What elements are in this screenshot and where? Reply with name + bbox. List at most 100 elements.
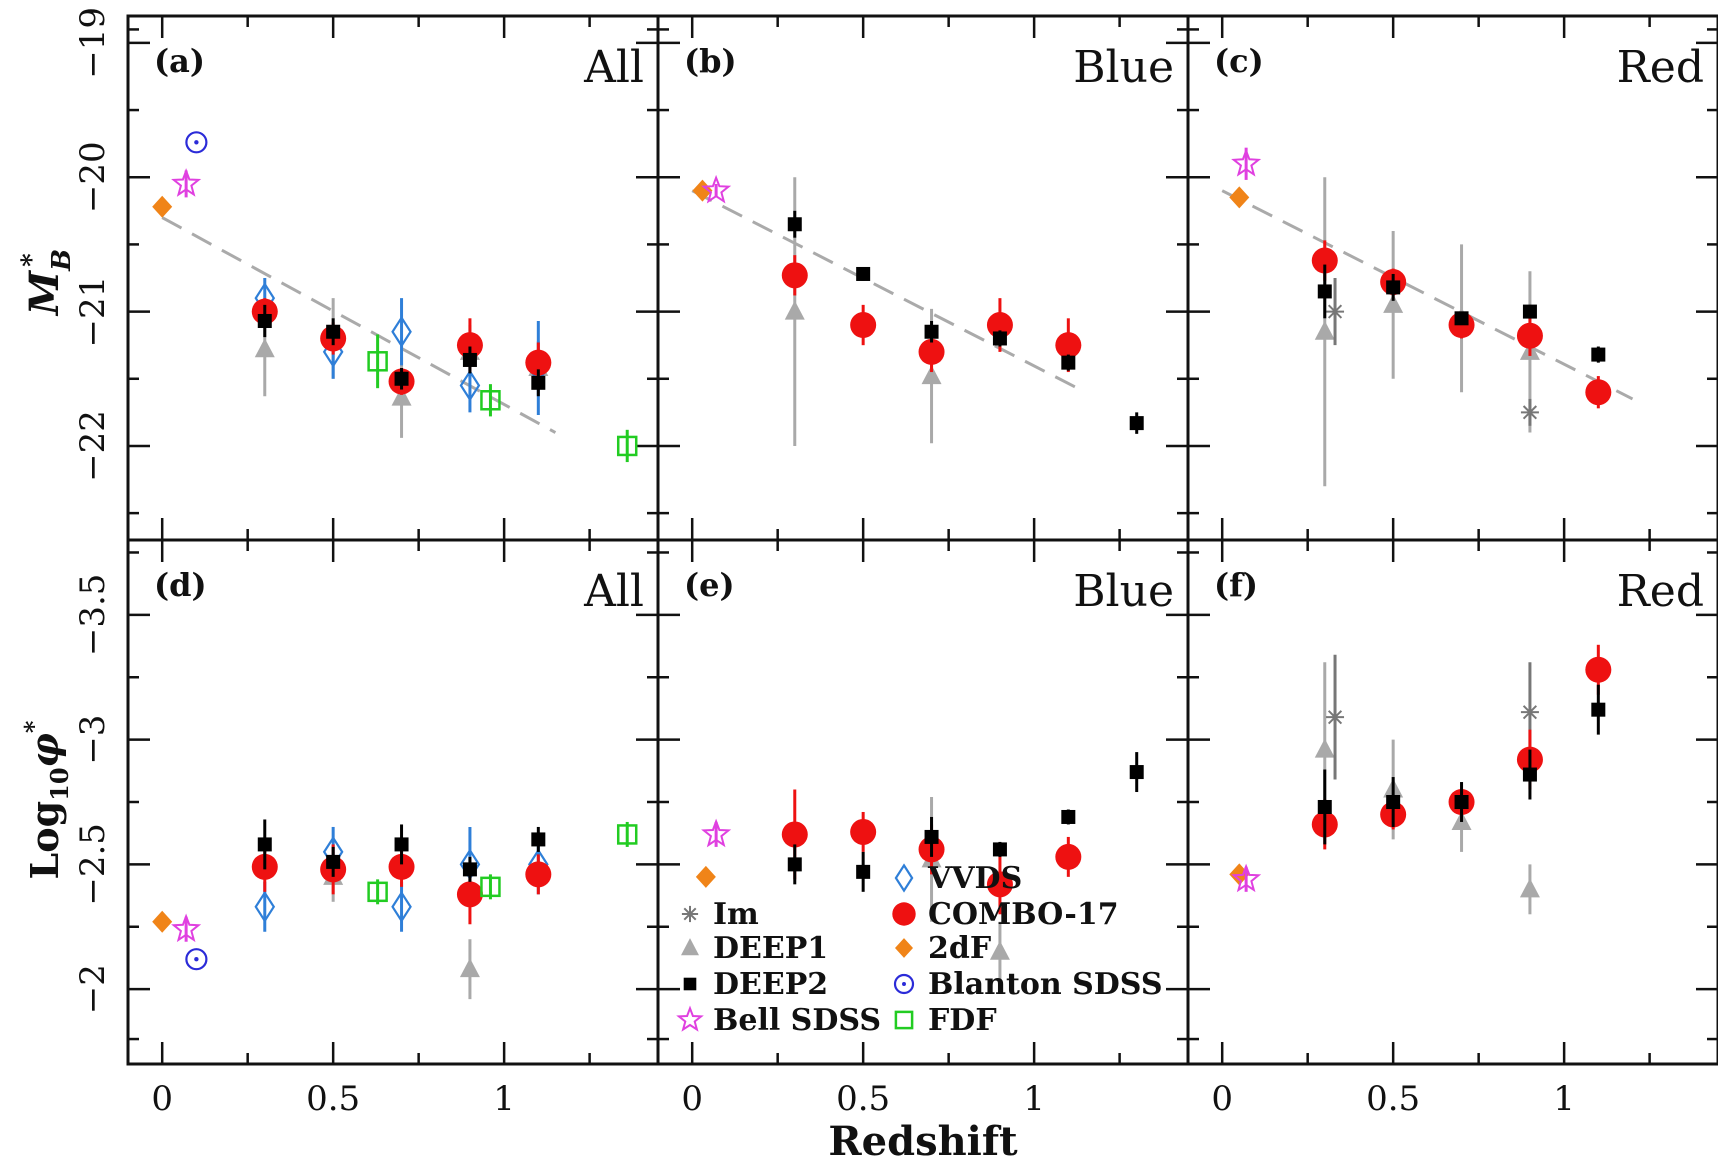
combo-marker (892, 902, 916, 926)
combo-marker (1311, 247, 1338, 274)
panel-label: (e) (684, 566, 735, 604)
im-marker (1326, 708, 1345, 727)
deep1-marker (989, 940, 1010, 960)
panel-label: (a) (154, 42, 205, 80)
x-tick-label: 1 (1553, 1079, 1575, 1119)
legend-item-2df: 2dF (895, 931, 991, 966)
y-axis-label-text: Log10φ* (19, 720, 74, 879)
deep2-marker (992, 331, 1007, 346)
combo-marker (850, 312, 877, 339)
blanton-marker (185, 948, 208, 971)
legend-item-im: Im (681, 897, 759, 932)
population-label: Red (1617, 42, 1704, 93)
combo-marker (1585, 379, 1612, 406)
x-tick-label: 1 (493, 1079, 515, 1119)
panel-data (152, 819, 638, 1000)
deep2-marker (1061, 809, 1076, 824)
legend-label: DEEP1 (713, 931, 828, 966)
deep1-marker (1314, 320, 1335, 340)
combo-marker (1055, 332, 1082, 359)
deep2-marker (394, 837, 409, 852)
series-blanton (185, 131, 208, 154)
combo-marker (986, 871, 1013, 898)
x-tick-label: 0.5 (1366, 1079, 1420, 1119)
deep2-marker (1454, 311, 1469, 326)
deep2-marker (1386, 795, 1401, 809)
y-axis-label-density: Log10φ* (19, 720, 74, 879)
series-im (1326, 654, 1539, 780)
panel-a: (a) All (126, 14, 660, 542)
y-label-sup: * (19, 720, 48, 733)
population-label: All (583, 566, 644, 617)
im-marker (681, 905, 699, 923)
combo-marker (1585, 656, 1612, 683)
y-tick-label: −3 (73, 715, 113, 765)
series-blanton (185, 948, 208, 971)
combo-marker (781, 262, 808, 289)
blanton-marker (185, 131, 208, 154)
bell-marker (171, 913, 202, 943)
series-bell (1231, 863, 1262, 893)
fdf-marker (894, 1010, 914, 1030)
panel-frame (126, 14, 660, 542)
panel-data (691, 174, 1144, 446)
asterisk-stroke (683, 907, 697, 921)
series-deep2 (257, 304, 546, 397)
series-2df (695, 865, 716, 888)
population-label: All (583, 42, 644, 93)
deep2-marker (1129, 416, 1144, 431)
bell-marker (171, 168, 202, 197)
combo-marker (456, 332, 483, 359)
asterisk-stroke (1522, 705, 1538, 720)
series-bell (171, 913, 202, 943)
deep1-marker (1519, 878, 1540, 898)
series-deep1 (1314, 662, 1540, 915)
deep2-marker (326, 324, 341, 339)
series-fdf (367, 334, 638, 463)
legend-label: VVDS (927, 861, 1022, 896)
trend-line (161, 216, 557, 434)
combo-marker (525, 349, 552, 376)
combo-marker (456, 881, 483, 908)
panel-c: (c) Red (1186, 14, 1718, 542)
deep1-marker (784, 300, 805, 320)
panel-d: (d) All (126, 538, 660, 1066)
2df-marker (692, 179, 713, 202)
y-label-sub: B (47, 249, 77, 272)
combo-marker (388, 853, 415, 880)
asterisk-stroke (1522, 405, 1538, 420)
blanton-ring (185, 948, 208, 971)
series-combo (781, 255, 1082, 373)
deep2-marker (1317, 799, 1332, 814)
y-tick-label: −3.5 (73, 574, 113, 657)
deep2-marker (856, 266, 871, 281)
legend-label: Blanton SDSS (928, 967, 1162, 1002)
deep2-marker (787, 217, 802, 232)
y-label-sup: * (17, 253, 47, 267)
panel-data (1221, 147, 1634, 487)
vvds-marker (894, 863, 914, 893)
legend-label: Bell SDSS (713, 1003, 881, 1038)
series-deep1 (1314, 177, 1540, 487)
legend-item-deep1: DEEP1 (681, 931, 828, 966)
deep1-marker (681, 938, 699, 956)
blanton-dot (194, 957, 199, 962)
combo-marker (850, 818, 877, 845)
deep2-marker (394, 371, 409, 386)
series-fdf (367, 821, 638, 905)
series-2df (152, 195, 173, 218)
legend-item-bell: Bell SDSS (676, 1003, 881, 1038)
deep2-marker (531, 375, 546, 390)
fdf-marker (367, 881, 388, 903)
series-bell (701, 818, 732, 848)
blanton-dot (902, 982, 906, 986)
deep2-marker (992, 842, 1007, 857)
legend-item-deep2: DEEP2 (683, 967, 828, 1002)
legend-item-fdf: FDF (894, 1003, 997, 1038)
deep2-marker (1591, 702, 1606, 717)
panel-label: (d) (154, 566, 207, 604)
population-label: Blue (1073, 42, 1174, 93)
panel-label: (b) (684, 42, 737, 80)
series-im (1326, 278, 1539, 426)
panel-f: (f) Red (1186, 538, 1718, 1066)
